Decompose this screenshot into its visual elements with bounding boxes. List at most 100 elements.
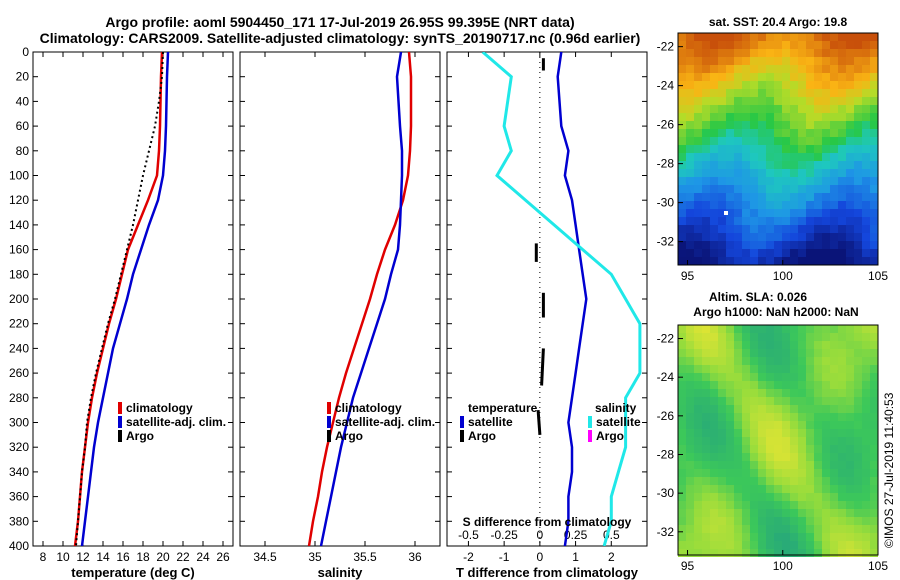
sla-cell [822,373,830,381]
sla-cell [870,477,878,485]
sla-cell [862,453,870,461]
sla-cell [806,421,814,429]
sst-cell [798,201,806,209]
sla-cell [798,533,806,541]
y-tick-label: 100 [9,169,29,183]
y-tick-label: 400 [9,539,29,553]
sla-cell [694,509,702,517]
sst-cell [710,49,718,57]
sst-cell [686,137,694,145]
sla-cell [678,397,686,405]
sst-cell [694,153,702,161]
sla-cell [766,413,774,421]
sst-cell [758,193,766,201]
sst-cell [830,161,838,169]
sst-cell [766,105,774,113]
sla-cell [678,421,686,429]
sst-cell [726,225,734,233]
sla-cell [846,517,854,525]
sst-cell [822,81,830,89]
sst-cell [846,33,854,41]
sst-cell [790,49,798,57]
y-tick-label: 280 [9,391,29,405]
sla-cell [718,501,726,509]
sla-cell [734,549,742,557]
sla-cell [678,365,686,373]
sst-cell [750,65,758,73]
sla-cell [782,541,790,549]
y-tick-label: 260 [9,366,29,380]
sla-map-title: Altim. SLA: 0.026 [709,290,807,304]
sst-cell [702,169,710,177]
sla-cell [686,485,694,493]
sla-cell [814,509,822,517]
sla-cell [678,541,686,549]
sst-cell [782,241,790,249]
sst-cell [806,73,814,81]
sla-cell [814,525,822,533]
sst-cell [782,121,790,129]
sla-cell [758,397,766,405]
sst-cell [742,249,750,257]
sla-cell [726,325,734,333]
sst-cell [750,33,758,41]
sst-cell [726,217,734,225]
sst-cell [678,89,686,97]
sla-cell [710,357,718,365]
legend-label-climatology: climatology [126,401,193,415]
sla-cell [750,373,758,381]
sst-cell [702,81,710,89]
sla-cell [686,517,694,525]
sst-cell [830,185,838,193]
sst-cell [726,153,734,161]
sst-cell [726,209,734,217]
sst-cell [686,217,694,225]
sla-cell [726,365,734,373]
sst-cell [806,249,814,257]
sla-cell [806,349,814,357]
sst-cell [846,65,854,73]
x-tick-label: 26 [216,550,230,564]
sla-cell [830,397,838,405]
sst-cell [814,89,822,97]
sst-cell [822,57,830,65]
sla-cell [806,445,814,453]
sla-cell [718,477,726,485]
sla-cell [726,341,734,349]
legend-label-s-argo: Argo [596,429,624,443]
sst-cell [774,41,782,49]
sla-cell [854,333,862,341]
sla-cell [734,397,742,405]
sst-cell [742,201,750,209]
sst-cell [710,201,718,209]
sst-cell [758,249,766,257]
sst-cell [742,169,750,177]
sla-cell [806,397,814,405]
sla-cell [726,357,734,365]
sst-cell [870,193,878,201]
sla-cell [822,341,830,349]
sst-cell [718,249,726,257]
sla-cell [702,453,710,461]
sla-cell [854,493,862,501]
sla-cell [710,365,718,373]
sst-cell [734,217,742,225]
sst-cell [854,145,862,153]
sla-cell [798,485,806,493]
sla-cell [846,525,854,533]
sst-cell [686,169,694,177]
sla-cell [750,509,758,517]
sst-cell [846,57,854,65]
sst-cell [870,73,878,81]
sst-cell [798,193,806,201]
sst-cell [806,241,814,249]
sla-cell [790,517,798,525]
sst-cell [702,209,710,217]
sla-cell [702,341,710,349]
sst-cell [718,33,726,41]
sla-cell [734,429,742,437]
sst-cell [870,249,878,257]
sst-cell [838,193,846,201]
sla-cell [742,373,750,381]
sst-cell [830,177,838,185]
